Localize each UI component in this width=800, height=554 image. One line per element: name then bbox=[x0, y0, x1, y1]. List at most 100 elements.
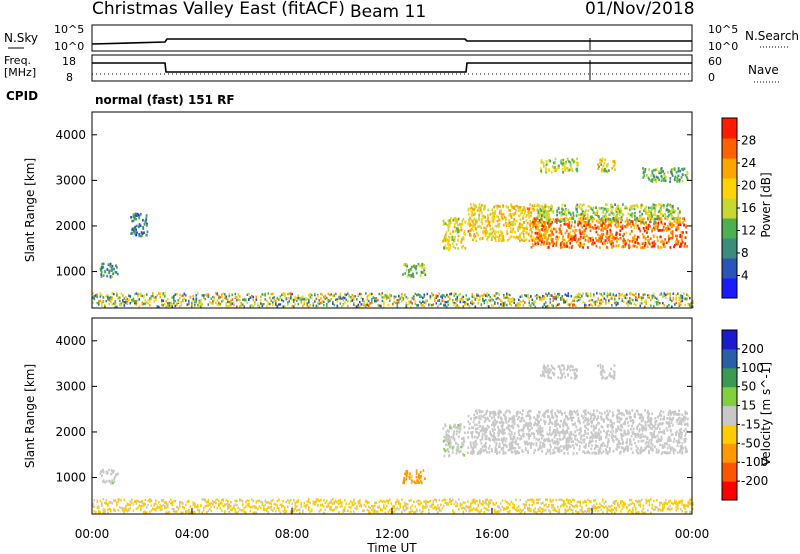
ground-scatter-cell bbox=[686, 510, 688, 514]
ground-scatter-cell bbox=[390, 294, 393, 297]
power-echo-cell bbox=[605, 169, 608, 173]
ground-scatter-cell bbox=[192, 299, 195, 302]
ground-scatter-cell bbox=[596, 300, 598, 304]
ground-scatter-cell bbox=[359, 300, 361, 304]
ground-scatter-cell bbox=[656, 506, 658, 509]
ground-scatter-cell bbox=[335, 292, 337, 295]
ground-scatter-cell bbox=[551, 506, 553, 509]
ground-scatter-cell bbox=[488, 293, 490, 297]
ground-scatter-cell bbox=[680, 303, 682, 307]
ground-scatter-cell bbox=[302, 295, 304, 298]
ground-scatter-cell bbox=[282, 293, 285, 296]
velocity-echo-cell bbox=[490, 411, 493, 415]
power-echo-cell bbox=[603, 219, 605, 222]
ground-scatter-cell bbox=[170, 304, 172, 307]
ground-scatter-cell bbox=[573, 296, 576, 299]
power-echo-cell bbox=[543, 212, 546, 215]
ground-scatter-cell bbox=[251, 506, 253, 509]
freq-panel-frame bbox=[91, 54, 693, 82]
ground-scatter-cell bbox=[521, 510, 523, 513]
ground-scatter-cell bbox=[341, 501, 343, 504]
power-echo-cell bbox=[469, 229, 472, 232]
ground-scatter-cell bbox=[588, 500, 591, 503]
power-echo-cell bbox=[553, 227, 555, 231]
ground-scatter-cell bbox=[254, 511, 256, 514]
velocity-echo-cell bbox=[627, 448, 630, 452]
power-echo-cell bbox=[651, 229, 653, 233]
ground-scatter-cell bbox=[366, 301, 369, 304]
ground-scatter-cell bbox=[443, 294, 445, 297]
ground-scatter-cell bbox=[540, 511, 543, 514]
ground-scatter-cell bbox=[165, 300, 168, 303]
ground-scatter-cell bbox=[225, 503, 228, 506]
ground-scatter-cell bbox=[521, 300, 523, 304]
velocity-echo-cell bbox=[663, 415, 665, 419]
ground-scatter-cell bbox=[576, 504, 579, 507]
ground-scatter-cell bbox=[233, 506, 235, 510]
ground-scatter-cell bbox=[233, 303, 235, 307]
power-echo-cell bbox=[594, 213, 597, 216]
ground-scatter-cell bbox=[291, 502, 294, 505]
ground-scatter-cell bbox=[513, 504, 516, 507]
power-echo-cell bbox=[683, 223, 685, 227]
ground-scatter-cell bbox=[629, 498, 631, 502]
power-echo-cell bbox=[488, 220, 491, 224]
power-echo-cell bbox=[548, 159, 551, 162]
ground-scatter-cell bbox=[212, 500, 214, 503]
ground-scatter-cell bbox=[200, 504, 202, 508]
power-echo-cell bbox=[543, 210, 546, 214]
ground-scatter-cell bbox=[107, 294, 109, 297]
power-echo-cell bbox=[615, 244, 618, 248]
ground-scatter-cell bbox=[603, 502, 606, 505]
ground-scatter-cell bbox=[374, 510, 376, 513]
ground-scatter-cell bbox=[246, 503, 249, 506]
power-echo-cell bbox=[641, 242, 644, 245]
power-echo-cell bbox=[461, 222, 464, 226]
ground-scatter-cell bbox=[572, 299, 574, 302]
power-echo-cell bbox=[597, 163, 599, 166]
power-echo-cell bbox=[531, 207, 534, 211]
ground-scatter-cell bbox=[320, 504, 322, 507]
power-echo-cell bbox=[489, 228, 492, 231]
ground-scatter-cell bbox=[270, 299, 273, 302]
ground-scatter-cell bbox=[210, 502, 213, 505]
power-echo-cell bbox=[599, 158, 602, 162]
ground-scatter-cell bbox=[350, 510, 352, 513]
ground-scatter-cell bbox=[300, 296, 303, 299]
ground-scatter-cell bbox=[239, 299, 241, 302]
power-echo-cell bbox=[630, 213, 632, 217]
power-echo-cell bbox=[473, 233, 476, 236]
ground-scatter-cell bbox=[150, 297, 153, 301]
velocity-echo-cell bbox=[414, 481, 417, 485]
ground-scatter-cell bbox=[462, 299, 465, 302]
power-echo-cell bbox=[604, 239, 607, 242]
power-echo-cell bbox=[664, 245, 666, 249]
ground-scatter-cell bbox=[575, 295, 577, 299]
ground-scatter-cell bbox=[536, 498, 538, 501]
power-echo-cell bbox=[462, 244, 464, 248]
power-echo-cell bbox=[633, 204, 636, 208]
power-echo-cell bbox=[452, 230, 454, 233]
ground-scatter-cell bbox=[615, 506, 618, 509]
ground-scatter-cell bbox=[182, 294, 184, 297]
ground-scatter-cell bbox=[135, 301, 138, 305]
ground-scatter-cell bbox=[561, 503, 564, 507]
velocity-echo-cell bbox=[676, 430, 678, 434]
ground-scatter-cell bbox=[405, 301, 408, 305]
power-echo-cell bbox=[643, 222, 646, 226]
velocity-echo-cell bbox=[672, 451, 675, 455]
power-echo-cell bbox=[556, 221, 558, 225]
power-echo-cell bbox=[564, 245, 566, 248]
power-echo-cell bbox=[643, 246, 646, 249]
power-echo-cell bbox=[449, 246, 451, 250]
ground-scatter-cell bbox=[138, 504, 141, 507]
power-echo-cell bbox=[496, 206, 499, 210]
power-echo-cell bbox=[679, 235, 682, 238]
power-echo-cell bbox=[605, 224, 608, 227]
power-echo-cell bbox=[522, 230, 524, 233]
power-echo-cell bbox=[560, 241, 562, 245]
power-echo-cell bbox=[491, 231, 494, 234]
ground-scatter-cell bbox=[273, 299, 276, 302]
ground-scatter-cell bbox=[552, 498, 555, 502]
power-echo-cell bbox=[669, 223, 672, 227]
